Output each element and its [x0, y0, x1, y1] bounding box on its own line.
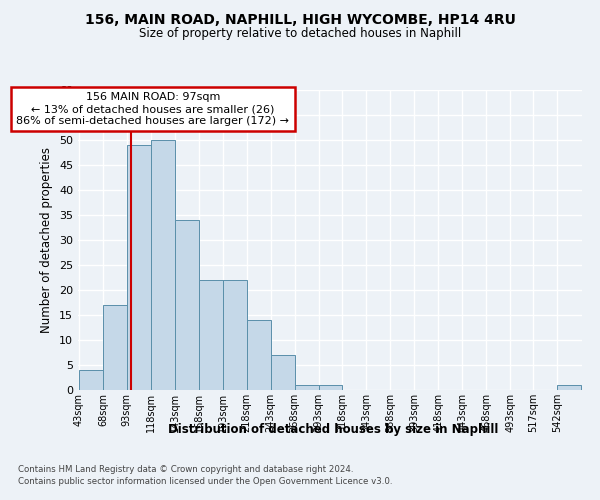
Bar: [295, 385, 319, 390]
Bar: [103, 305, 127, 390]
Y-axis label: Number of detached properties: Number of detached properties: [40, 147, 53, 333]
Bar: [557, 385, 581, 390]
Text: Contains public sector information licensed under the Open Government Licence v3: Contains public sector information licen…: [18, 478, 392, 486]
Bar: [223, 280, 247, 390]
Text: 156, MAIN ROAD, NAPHILL, HIGH WYCOMBE, HP14 4RU: 156, MAIN ROAD, NAPHILL, HIGH WYCOMBE, H…: [85, 12, 515, 26]
Bar: [199, 280, 223, 390]
Text: Size of property relative to detached houses in Naphill: Size of property relative to detached ho…: [139, 28, 461, 40]
Text: Contains HM Land Registry data © Crown copyright and database right 2024.: Contains HM Land Registry data © Crown c…: [18, 465, 353, 474]
Text: 156 MAIN ROAD: 97sqm
← 13% of detached houses are smaller (26)
86% of semi-detac: 156 MAIN ROAD: 97sqm ← 13% of detached h…: [16, 92, 289, 126]
Bar: [247, 320, 271, 390]
Bar: [127, 145, 151, 390]
Bar: [175, 220, 199, 390]
Bar: [151, 140, 175, 390]
Text: Distribution of detached houses by size in Naphill: Distribution of detached houses by size …: [168, 422, 498, 436]
Bar: [319, 385, 343, 390]
Bar: [79, 370, 103, 390]
Bar: [271, 355, 295, 390]
